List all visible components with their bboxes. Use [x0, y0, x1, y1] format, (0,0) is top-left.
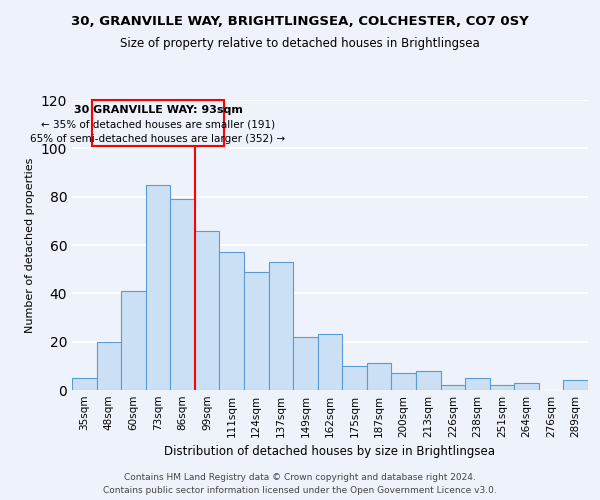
Y-axis label: Number of detached properties: Number of detached properties — [25, 158, 35, 332]
Text: 65% of semi-detached houses are larger (352) →: 65% of semi-detached houses are larger (… — [31, 134, 286, 143]
Bar — [367, 364, 391, 390]
Bar — [195, 230, 220, 390]
Bar — [269, 262, 293, 390]
Bar — [244, 272, 269, 390]
Bar — [293, 337, 318, 390]
FancyBboxPatch shape — [92, 100, 224, 146]
Text: ← 35% of detached houses are smaller (191): ← 35% of detached houses are smaller (19… — [41, 119, 275, 129]
Bar — [220, 252, 244, 390]
Bar — [465, 378, 490, 390]
Bar — [72, 378, 97, 390]
Text: Size of property relative to detached houses in Brightlingsea: Size of property relative to detached ho… — [120, 38, 480, 51]
Bar — [121, 291, 146, 390]
Bar — [146, 184, 170, 390]
Text: Contains public sector information licensed under the Open Government Licence v3: Contains public sector information licen… — [103, 486, 497, 495]
Bar — [318, 334, 342, 390]
Bar — [97, 342, 121, 390]
X-axis label: Distribution of detached houses by size in Brightlingsea: Distribution of detached houses by size … — [164, 446, 496, 458]
Bar — [391, 373, 416, 390]
Bar — [170, 199, 195, 390]
Bar — [342, 366, 367, 390]
Text: 30 GRANVILLE WAY: 93sqm: 30 GRANVILLE WAY: 93sqm — [74, 104, 242, 115]
Bar — [514, 383, 539, 390]
Bar — [416, 370, 440, 390]
Bar — [563, 380, 588, 390]
Bar — [440, 385, 465, 390]
Text: 30, GRANVILLE WAY, BRIGHTLINGSEA, COLCHESTER, CO7 0SY: 30, GRANVILLE WAY, BRIGHTLINGSEA, COLCHE… — [71, 15, 529, 28]
Bar — [490, 385, 514, 390]
Text: Contains HM Land Registry data © Crown copyright and database right 2024.: Contains HM Land Registry data © Crown c… — [124, 474, 476, 482]
